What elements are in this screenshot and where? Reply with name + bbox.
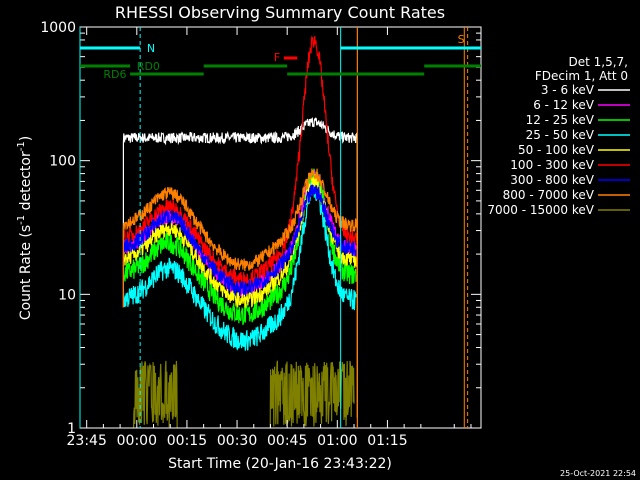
x-tick-label: 00:00	[117, 433, 157, 449]
rd0-label: RD0	[137, 60, 160, 73]
legend-header: Det 1,5,7,	[569, 55, 629, 69]
x-tick-label: 00:30	[217, 433, 257, 449]
rd6-label: RD6	[103, 68, 126, 81]
x-tick-label: 01:15	[367, 433, 407, 449]
flare-label: F	[274, 51, 280, 64]
y-tick-label: 1	[67, 421, 76, 437]
legend-label: 800 - 7000 keV	[503, 188, 595, 202]
legend-label: 25 - 50 keV	[526, 128, 595, 142]
series-line-300-800-keV	[122, 184, 358, 418]
y-axis-label: Count Rate (s-1 detector-1)	[16, 136, 34, 320]
legend-label: 3 - 6 keV	[541, 83, 595, 97]
x-axis-label: Start Time (20-Jan-16 23:43:22)	[168, 456, 392, 472]
legend-label: 6 - 12 keV	[533, 98, 595, 112]
x-tick-label: 23:45	[67, 433, 107, 449]
y-tick-label: 1000	[40, 20, 76, 36]
series-line-800-7000-keV	[122, 168, 358, 418]
y-tick-label: 100	[49, 154, 76, 170]
night-label: N	[147, 42, 155, 55]
legend-label: 50 - 100 keV	[518, 143, 595, 157]
y-tick-label: 10	[58, 287, 76, 303]
saa-label: S	[458, 33, 465, 46]
chart-title: RHESSI Observing Summary Count Rates	[115, 3, 445, 22]
legend-header: FDecim 1, Att 0	[535, 69, 628, 83]
series-line-3-6-keV	[122, 117, 358, 418]
series-line-7000-15000-keV	[132, 360, 355, 428]
legend-label: 7000 - 15000 keV	[487, 203, 594, 217]
series-line-100-300-keV	[122, 35, 358, 418]
x-tick-label: 00:45	[267, 433, 307, 449]
legend-label: 300 - 800 keV	[510, 173, 594, 187]
legend-label: 12 - 25 keV	[526, 113, 595, 127]
x-tick-label: 00:15	[167, 433, 207, 449]
legend-label: 100 - 300 keV	[510, 158, 594, 172]
x-tick-label: 01:00	[317, 433, 357, 449]
timestamp-label: 25-Oct-2021 22:54	[560, 469, 636, 478]
